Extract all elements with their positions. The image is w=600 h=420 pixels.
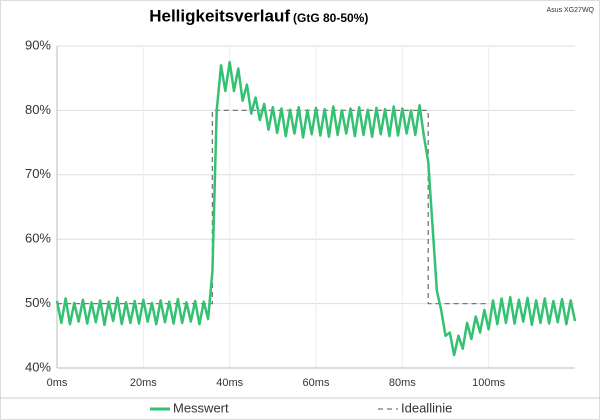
- x-tick-label: 20ms: [130, 377, 157, 389]
- chart-subtitle: (GtG 80-50%): [293, 11, 368, 25]
- x-tick-label: 40ms: [216, 377, 243, 389]
- legend-label: Ideallinie: [401, 400, 452, 415]
- x-tick-label: 80ms: [389, 377, 416, 389]
- y-tick-label: 80%: [25, 102, 51, 117]
- x-tick-label: 60ms: [303, 377, 330, 389]
- y-tick-label: 50%: [25, 295, 51, 310]
- y-tick-label: 60%: [25, 231, 51, 246]
- y-tick-label: 40%: [25, 359, 51, 374]
- y-tick-label: 70%: [25, 166, 51, 181]
- legend-label: Messwert: [173, 400, 229, 415]
- chart-title: Helligkeitsverlauf: [149, 6, 290, 25]
- y-tick-label: 90%: [25, 37, 51, 52]
- measured-line: [55, 60, 577, 357]
- device-note: Asus XG27WQ: [547, 7, 595, 14]
- x-tick-label: 100ms: [472, 377, 506, 389]
- x-tick-label: 0ms: [47, 377, 68, 389]
